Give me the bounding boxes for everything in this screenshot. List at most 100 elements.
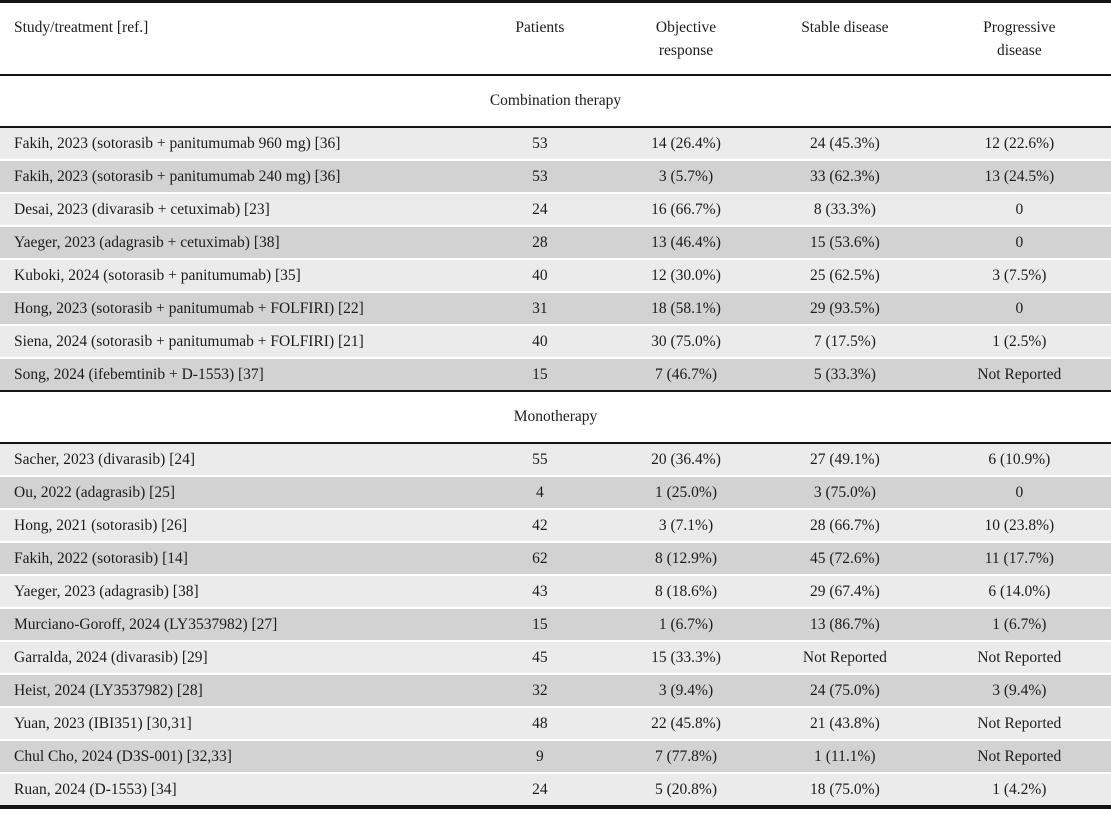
section-title: Combination therapy (0, 74, 1111, 128)
progressive-disease-cell: 6 (10.9%) (927, 443, 1111, 476)
stable-disease-cell: 28 (66.7%) (762, 508, 928, 542)
stable-disease-cell: Not Reported (762, 640, 928, 674)
table-row: Siena, 2024 (sotorasib + panitumumab + F… (0, 324, 1111, 358)
patients-cell: 40 (469, 258, 610, 292)
objective-response-cell: 16 (66.7%) (609, 192, 763, 226)
patients-cell: 15 (469, 357, 610, 391)
study-cell: Heist, 2024 (LY3537982) [28] (0, 673, 470, 707)
patients-cell: 42 (469, 508, 610, 542)
study-cell: Ou, 2022 (adagrasib) [25] (0, 475, 470, 509)
progressive-disease-cell: 0 (927, 192, 1111, 226)
study-cell: Hong, 2021 (sotorasib) [26] (0, 508, 470, 542)
section-header-row: Combination therapy (0, 74, 1111, 128)
objective-response-cell: 3 (7.1%) (609, 508, 763, 542)
study-cell: Chul Cho, 2024 (D3S-001) [32,33] (0, 739, 470, 773)
header-row: Study/treatment [ref.] Patients Objectiv… (0, 1, 1111, 76)
patients-cell: 24 (469, 192, 610, 226)
progressive-disease-cell: 3 (9.4%) (927, 673, 1111, 707)
progressive-disease-cell: 13 (24.5%) (927, 159, 1111, 193)
stable-disease-cell: 29 (93.5%) (762, 291, 928, 325)
stable-disease-cell: 15 (53.6%) (762, 225, 928, 259)
objective-response-cell: 12 (30.0%) (609, 258, 763, 292)
stable-disease-cell: 7 (17.5%) (762, 324, 928, 358)
table-row: Kuboki, 2024 (sotorasib + panitumumab) [… (0, 258, 1111, 292)
table-row: Yaeger, 2023 (adagrasib) [38] 43 8 (18.6%)… (0, 574, 1111, 608)
stable-disease-cell: 21 (43.8%) (762, 706, 928, 740)
patients-cell: 62 (469, 541, 610, 575)
progressive-disease-cell: Not Reported (927, 739, 1111, 773)
stable-disease-cell: 8 (33.3%) (762, 192, 928, 226)
objective-response-cell: 7 (46.7%) (609, 357, 763, 391)
table-row: Murciano-Goroff, 2024 (LY3537982) [27] 15… (0, 607, 1111, 641)
patients-cell: 48 (469, 706, 610, 740)
progressive-disease-cell: 0 (927, 291, 1111, 325)
stable-disease-cell: 1 (11.1%) (762, 739, 928, 773)
stable-disease-cell: 45 (72.6%) (762, 541, 928, 575)
column-header-stable-disease: Stable disease (762, 1, 928, 76)
patients-cell: 32 (469, 673, 610, 707)
progressive-disease-cell: 0 (927, 225, 1111, 259)
progressive-disease-cell: 6 (14.0%) (927, 574, 1111, 608)
study-cell: Desai, 2023 (divarasib + cetuximab) [23] (0, 192, 470, 226)
progressive-disease-cell: 1 (6.7%) (927, 607, 1111, 641)
table-body: Combination therapy Fakih, 2023 (sotorasi… (0, 74, 1111, 807)
table-row: Ruan, 2024 (D-1553) [34] 24 5 (20.8%) 18 (7… (0, 772, 1111, 807)
table-row: Garralda, 2024 (divarasib) [29] 45 15 (33.… (0, 640, 1111, 674)
column-header-progressive-disease: Progressive disease (927, 1, 1111, 76)
table-row: Sacher, 2023 (divarasib) [24] 55 20 (36.4%… (0, 443, 1111, 476)
table-row: Fakih, 2022 (sotorasib) [14] 62 8 (12.9%) 4… (0, 541, 1111, 575)
patients-cell: 15 (469, 607, 610, 641)
table-row: Hong, 2021 (sotorasib) [26] 42 3 (7.1%) 28 … (0, 508, 1111, 542)
patients-cell: 28 (469, 225, 610, 259)
progressive-disease-cell: 1 (2.5%) (927, 324, 1111, 358)
objective-response-cell: 14 (26.4%) (609, 127, 763, 160)
progressive-disease-cell: 0 (927, 475, 1111, 509)
objective-response-cell: 8 (12.9%) (609, 541, 763, 575)
stable-disease-cell: 33 (62.3%) (762, 159, 928, 193)
study-cell: Garralda, 2024 (divarasib) [29] (0, 640, 470, 674)
patients-cell: 24 (469, 772, 610, 807)
patients-cell: 55 (469, 443, 610, 476)
study-cell: Fakih, 2023 (sotorasib + panitumumab 960… (0, 127, 470, 160)
study-cell: Siena, 2024 (sotorasib + panitumumab + F… (0, 324, 470, 358)
study-cell: Song, 2024 (ifebemtinib + D-1553) [37] (0, 357, 470, 391)
objective-response-cell: 22 (45.8%) (609, 706, 763, 740)
table-row: Yaeger, 2023 (adagrasib + cetuximab) [38… (0, 225, 1111, 259)
study-cell: Hong, 2023 (sotorasib + panitumumab + FO… (0, 291, 470, 325)
study-cell: Fakih, 2023 (sotorasib + panitumumab 240… (0, 159, 470, 193)
objective-response-cell: 8 (18.6%) (609, 574, 763, 608)
table-row: Fakih, 2023 (sotorasib + panitumumab 960… (0, 127, 1111, 160)
stable-disease-cell: 3 (75.0%) (762, 475, 928, 509)
patients-cell: 53 (469, 127, 610, 160)
patients-cell: 40 (469, 324, 610, 358)
objective-response-cell: 20 (36.4%) (609, 443, 763, 476)
column-header-study-treatment: Study/treatment [ref.] (0, 1, 470, 76)
progressive-disease-cell: Not Reported (927, 357, 1111, 391)
stable-disease-cell: 13 (86.7%) (762, 607, 928, 641)
progressive-disease-cell: Not Reported (927, 640, 1111, 674)
column-header-objective-response: Objective response (609, 1, 763, 76)
progressive-disease-cell: 1 (4.2%) (927, 772, 1111, 807)
objective-response-cell: 30 (75.0%) (609, 324, 763, 358)
objective-response-cell: 7 (77.8%) (609, 739, 763, 773)
study-cell: Sacher, 2023 (divarasib) [24] (0, 443, 470, 476)
stable-disease-cell: 27 (49.1%) (762, 443, 928, 476)
stable-disease-cell: 25 (62.5%) (762, 258, 928, 292)
section-title: Monotherapy (0, 390, 1111, 444)
study-cell: Yaeger, 2023 (adagrasib) [38] (0, 574, 470, 608)
table-row: Chul Cho, 2024 (D3S-001) [32,33] 9 7 (77.8… (0, 739, 1111, 773)
table-row: Yuan, 2023 (IBI351) [30,31] 48 22 (45.8%) 2… (0, 706, 1111, 740)
progressive-disease-cell: 3 (7.5%) (927, 258, 1111, 292)
patients-cell: 4 (469, 475, 610, 509)
study-cell: Fakih, 2022 (sotorasib) [14] (0, 541, 470, 575)
objective-response-cell: 18 (58.1%) (609, 291, 763, 325)
table-row: Song, 2024 (ifebemtinib + D-1553) [37] 15… (0, 357, 1111, 391)
table-row: Ou, 2022 (adagrasib) [25] 4 1 (25.0%) 3 (75… (0, 475, 1111, 509)
patients-cell: 31 (469, 291, 610, 325)
table-row: Hong, 2023 (sotorasib + panitumumab + FO… (0, 291, 1111, 325)
section-header-row: Monotherapy (0, 390, 1111, 444)
progressive-disease-cell: Not Reported (927, 706, 1111, 740)
stable-disease-cell: 29 (67.4%) (762, 574, 928, 608)
